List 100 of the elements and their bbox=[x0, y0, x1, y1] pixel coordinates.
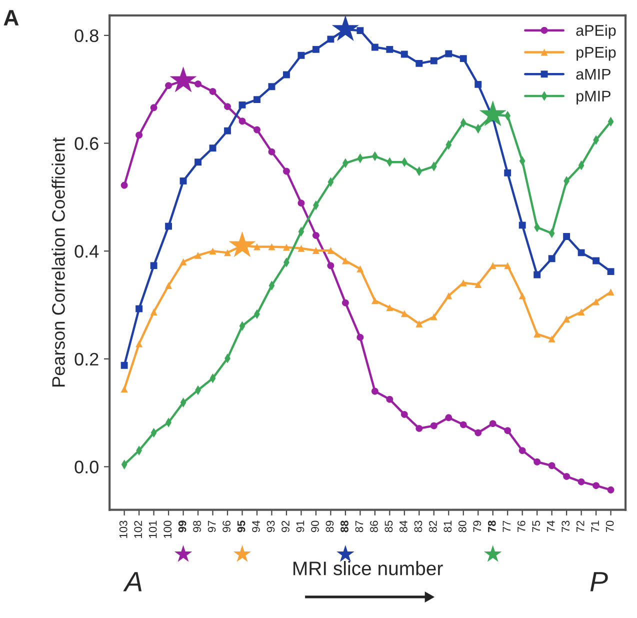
x-tick-label: 95 bbox=[237, 520, 246, 532]
point bbox=[254, 96, 260, 104]
x-tick-label: 92 bbox=[282, 520, 290, 532]
point bbox=[209, 248, 216, 255]
text: P bbox=[590, 572, 608, 592]
point bbox=[430, 57, 438, 64]
x-tick-label: 102 bbox=[134, 520, 142, 538]
point bbox=[460, 421, 467, 428]
legend-label: pPEip bbox=[576, 46, 616, 61]
y-tick-label: 0.2 bbox=[74, 352, 98, 366]
x-tick-label: 76 bbox=[517, 520, 526, 532]
point bbox=[563, 472, 570, 480]
point bbox=[563, 316, 570, 322]
point bbox=[165, 222, 172, 230]
point bbox=[371, 388, 378, 395]
text: A bbox=[4, 10, 19, 26]
x-tick-label: 101 bbox=[148, 520, 157, 538]
y-tick-label: 0.6 bbox=[74, 137, 98, 150]
legend-label: pMIP bbox=[576, 90, 610, 104]
point bbox=[445, 50, 452, 58]
point bbox=[371, 297, 378, 304]
point bbox=[416, 320, 423, 328]
point bbox=[209, 88, 216, 95]
x-tick-label: 96 bbox=[222, 520, 230, 532]
point bbox=[386, 46, 394, 53]
point bbox=[430, 313, 438, 320]
point bbox=[209, 144, 216, 152]
point bbox=[445, 292, 452, 300]
point bbox=[298, 52, 305, 59]
point bbox=[592, 257, 600, 264]
point bbox=[400, 50, 408, 58]
point bbox=[282, 168, 290, 175]
point bbox=[298, 200, 305, 207]
x-tick-label: 97 bbox=[208, 520, 216, 532]
point bbox=[254, 243, 260, 250]
point bbox=[386, 304, 394, 312]
point bbox=[268, 83, 276, 90]
point bbox=[504, 427, 512, 434]
point bbox=[120, 182, 128, 189]
x-tick-label: 85 bbox=[384, 520, 393, 532]
point bbox=[150, 104, 158, 112]
x-tick-label: 99 bbox=[178, 520, 186, 532]
point bbox=[445, 414, 452, 422]
point bbox=[474, 281, 482, 288]
point bbox=[238, 101, 246, 108]
point bbox=[136, 305, 143, 312]
point bbox=[607, 288, 614, 296]
point bbox=[474, 80, 482, 88]
x-tick-label: 82 bbox=[429, 520, 437, 532]
point bbox=[400, 410, 408, 418]
point bbox=[342, 299, 349, 306]
point bbox=[136, 340, 143, 348]
point bbox=[518, 447, 526, 454]
legend-label: aMIP bbox=[576, 68, 610, 80]
point bbox=[563, 233, 570, 240]
point bbox=[254, 126, 260, 134]
point bbox=[416, 60, 423, 67]
point bbox=[194, 158, 202, 166]
point bbox=[534, 458, 541, 466]
point bbox=[194, 80, 202, 88]
point bbox=[238, 118, 246, 125]
point bbox=[327, 247, 334, 254]
point bbox=[356, 334, 364, 341]
point bbox=[548, 255, 556, 262]
point bbox=[548, 335, 556, 342]
x-tick-label: 83 bbox=[414, 520, 422, 532]
point bbox=[578, 249, 585, 256]
point bbox=[165, 282, 172, 290]
point bbox=[504, 169, 512, 176]
x-tick-label: 90 bbox=[311, 520, 319, 532]
x-tick-label: 100 bbox=[164, 520, 172, 538]
point bbox=[282, 244, 290, 251]
point bbox=[416, 424, 423, 432]
point bbox=[268, 243, 276, 250]
x-tick-label: 91 bbox=[296, 520, 304, 532]
x-tick-label: 75 bbox=[532, 520, 540, 532]
x-tick-label: 70 bbox=[606, 520, 614, 532]
point bbox=[607, 486, 614, 494]
y-tick-label: 0.0 bbox=[74, 460, 98, 474]
point bbox=[282, 71, 290, 78]
point bbox=[224, 249, 231, 256]
point bbox=[371, 44, 378, 51]
y-axis-title: Pearson Correlation Coefficient bbox=[52, 137, 65, 386]
point bbox=[224, 103, 231, 110]
x-tick-label: 94 bbox=[252, 520, 260, 532]
text: A bbox=[123, 572, 142, 592]
point bbox=[400, 310, 408, 318]
point bbox=[489, 262, 496, 270]
point bbox=[342, 257, 349, 264]
point bbox=[548, 462, 556, 470]
point bbox=[120, 386, 128, 393]
x-tick-label: 71 bbox=[591, 520, 599, 532]
x-tick-label: 80 bbox=[458, 520, 466, 532]
y-tick-label: 0.4 bbox=[74, 244, 99, 258]
point bbox=[312, 232, 320, 239]
x-tick-label: 78 bbox=[488, 520, 496, 532]
x-tick-label: 89 bbox=[326, 520, 334, 532]
point bbox=[224, 127, 231, 134]
point bbox=[460, 55, 467, 62]
point bbox=[194, 252, 202, 259]
